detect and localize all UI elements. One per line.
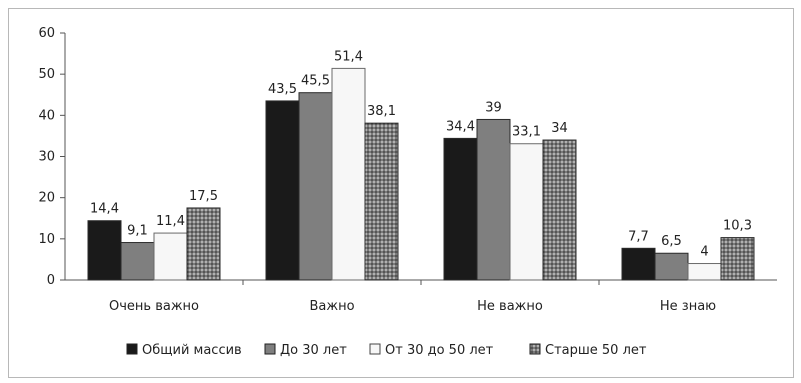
data-label: 11,4 <box>156 214 185 229</box>
data-label: 4 <box>700 245 708 260</box>
data-label: 43,5 <box>268 82 297 97</box>
category-label: Очень важно <box>109 299 199 314</box>
bar <box>331 67 366 281</box>
data-label: 34 <box>551 121 568 136</box>
y-tick-label: 50 <box>38 67 55 82</box>
legend-swatch <box>369 343 381 355</box>
data-label: 39 <box>485 100 502 115</box>
bar-chart: 0 10 20 30 40 50 60 Очень важно Важно Не важно Не … <box>38 26 777 358</box>
y-tick-label: 60 <box>38 26 55 41</box>
y-tick-label: 30 <box>38 150 55 165</box>
legend-label: До 30 лет <box>280 343 347 358</box>
bar <box>265 100 300 281</box>
bar <box>654 252 689 281</box>
bar <box>687 263 722 281</box>
legend-swatch <box>529 343 541 355</box>
bar <box>509 143 544 281</box>
data-label: 9,1 <box>127 224 148 239</box>
legend-swatch <box>126 343 138 355</box>
data-label: 34,4 <box>446 119 475 134</box>
bar <box>186 207 221 281</box>
y-tick-label: 20 <box>38 191 55 206</box>
bar <box>621 247 656 281</box>
bar <box>364 122 399 281</box>
category-label: Не знаю <box>660 299 716 314</box>
chart-frame: 0 10 20 30 40 50 60 Очень важно Важно Не важно Не … <box>8 8 794 378</box>
bars <box>87 67 755 281</box>
data-label: 7,7 <box>628 229 649 244</box>
legend: Общий массив До 30 лет От 30 до 50 лет Стар… <box>126 343 647 358</box>
data-label: 38,1 <box>367 104 396 119</box>
axes: 0 10 20 30 40 50 60 Очень важно Важно Не важно Не … <box>38 26 777 314</box>
category-label: Важно <box>309 299 354 314</box>
legend-label: Общий массив <box>142 343 242 358</box>
bar <box>87 220 122 281</box>
data-label: 33,1 <box>512 125 541 140</box>
data-label: 6,5 <box>661 234 682 249</box>
legend-swatch <box>264 343 276 355</box>
bar <box>542 139 577 281</box>
data-label: 10,3 <box>723 219 752 234</box>
data-label: 51,4 <box>334 49 363 64</box>
y-tick-label: 0 <box>47 273 55 288</box>
bar <box>476 118 511 281</box>
data-labels: 14,4 9,1 11,4 17,5 43,5 45,5 51,4 38,1 34,4 39 33,… <box>90 49 752 259</box>
data-label: 17,5 <box>189 189 218 204</box>
data-label: 14,4 <box>90 202 119 217</box>
legend-label: От 30 до 50 лет <box>385 343 494 358</box>
bar <box>120 242 155 281</box>
legend-label: Старше 50 лет <box>545 343 647 358</box>
category-label: Не важно <box>477 299 543 314</box>
y-tick-label: 10 <box>38 232 55 247</box>
bar <box>298 92 333 281</box>
bar <box>443 137 478 281</box>
bar <box>153 232 188 281</box>
data-label: 45,5 <box>301 74 330 89</box>
y-tick-label: 40 <box>38 108 55 123</box>
bar <box>720 237 755 281</box>
